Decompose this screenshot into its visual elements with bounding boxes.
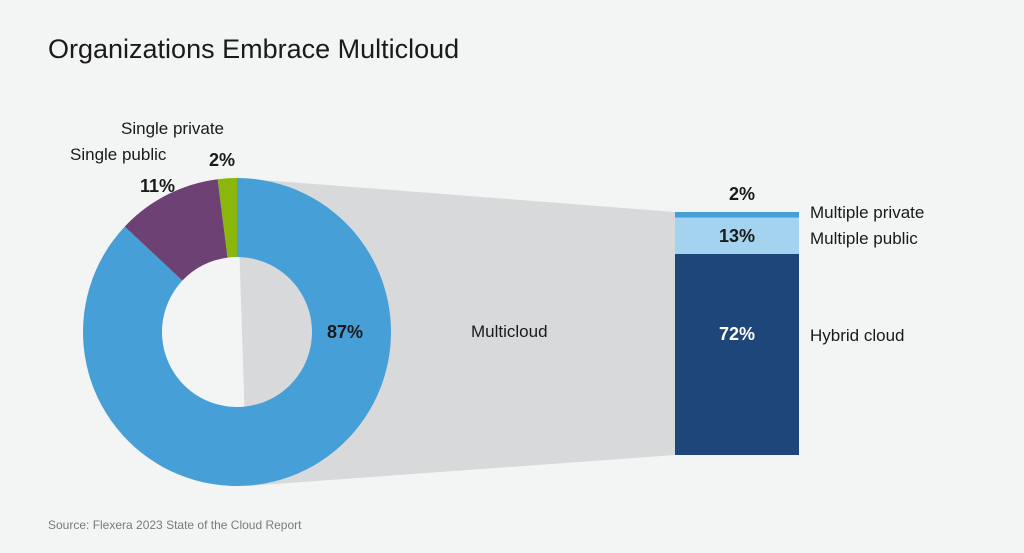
segment-value-multiple-private: 2% — [729, 184, 755, 204]
bar-segment-multiple-private — [675, 212, 799, 218]
segment-name-hybrid-cloud: Hybrid cloud — [810, 326, 905, 345]
segment-value-hybrid-cloud: 72% — [719, 324, 755, 344]
segment-value-multiple-public: 13% — [719, 226, 755, 246]
chart-labels: 87% 11% 2% Single public Single private Multi… — [70, 119, 924, 345]
donut-slice-single-private — [217, 178, 237, 258]
chart-title: Organizations Embrace Multicloud — [48, 34, 460, 64]
stacked-bar — [675, 212, 799, 455]
slice-name-single-public: Single public — [70, 145, 167, 164]
segment-name-multiple-private: Multiple private — [810, 203, 924, 222]
slice-value-single-private: 2% — [209, 150, 235, 170]
bar-segment-multiple-public — [675, 217, 799, 254]
bar-segment-hybrid-cloud — [675, 253, 799, 455]
slice-value-single-public: 11% — [140, 176, 175, 196]
slice-name-single-private: Single private — [121, 119, 224, 138]
donut-slice-single-public — [124, 179, 228, 281]
segment-name-multiple-public: Multiple public — [810, 229, 918, 248]
donut-slice-multicloud — [82, 178, 391, 487]
donut-chart — [82, 178, 391, 487]
connector-label-multicloud: Multicloud — [471, 322, 548, 341]
source-note: Source: Flexera 2023 State of the Cloud … — [48, 518, 302, 532]
slice-value-multicloud: 87% — [327, 322, 363, 342]
